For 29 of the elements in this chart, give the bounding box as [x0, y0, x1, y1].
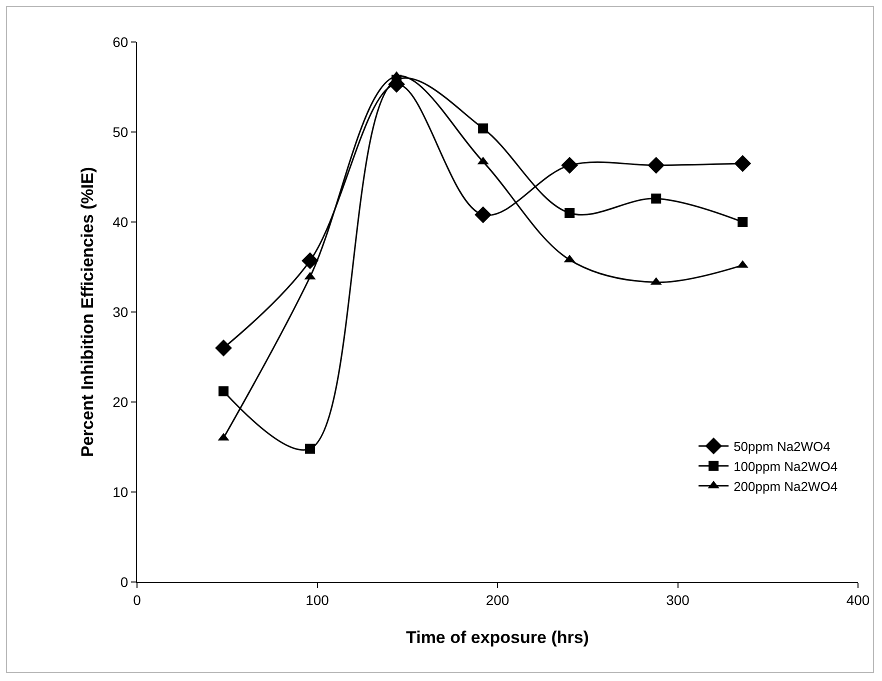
y-tick-label: 60	[112, 34, 128, 50]
y-tick-label: 30	[112, 304, 128, 320]
x-axis-title: Time of exposure (hrs)	[406, 628, 589, 647]
x-tick-label: 100	[306, 592, 330, 608]
point	[738, 217, 748, 227]
x-tick-label: 400	[846, 592, 870, 608]
point	[648, 156, 665, 174]
y-tick-label: 0	[120, 574, 128, 590]
x-tick-label: 200	[486, 592, 510, 608]
point	[302, 252, 318, 270]
y-tick-label: 20	[112, 394, 128, 410]
point	[218, 386, 229, 396]
point	[305, 444, 316, 454]
point	[734, 155, 752, 172]
y-axis-title: Percent Inhibition Efficiencies (%IE)	[78, 167, 97, 457]
y-tick-label: 40	[112, 214, 128, 230]
x-tick-label: 300	[666, 592, 690, 608]
y-tick-label: 50	[112, 124, 128, 140]
x-tick-label: 0	[133, 592, 142, 608]
point	[478, 123, 488, 134]
legend-label: 50ppm Na2WO4	[734, 439, 830, 454]
point	[561, 156, 578, 174]
legend-label: 200ppm Na2WO4	[734, 478, 838, 494]
legend-label: 100ppm Na2WO4	[734, 458, 838, 474]
point	[564, 208, 575, 218]
point	[651, 194, 662, 204]
y-tick-label: 10	[112, 484, 128, 500]
point	[215, 340, 232, 356]
point	[474, 206, 492, 224]
